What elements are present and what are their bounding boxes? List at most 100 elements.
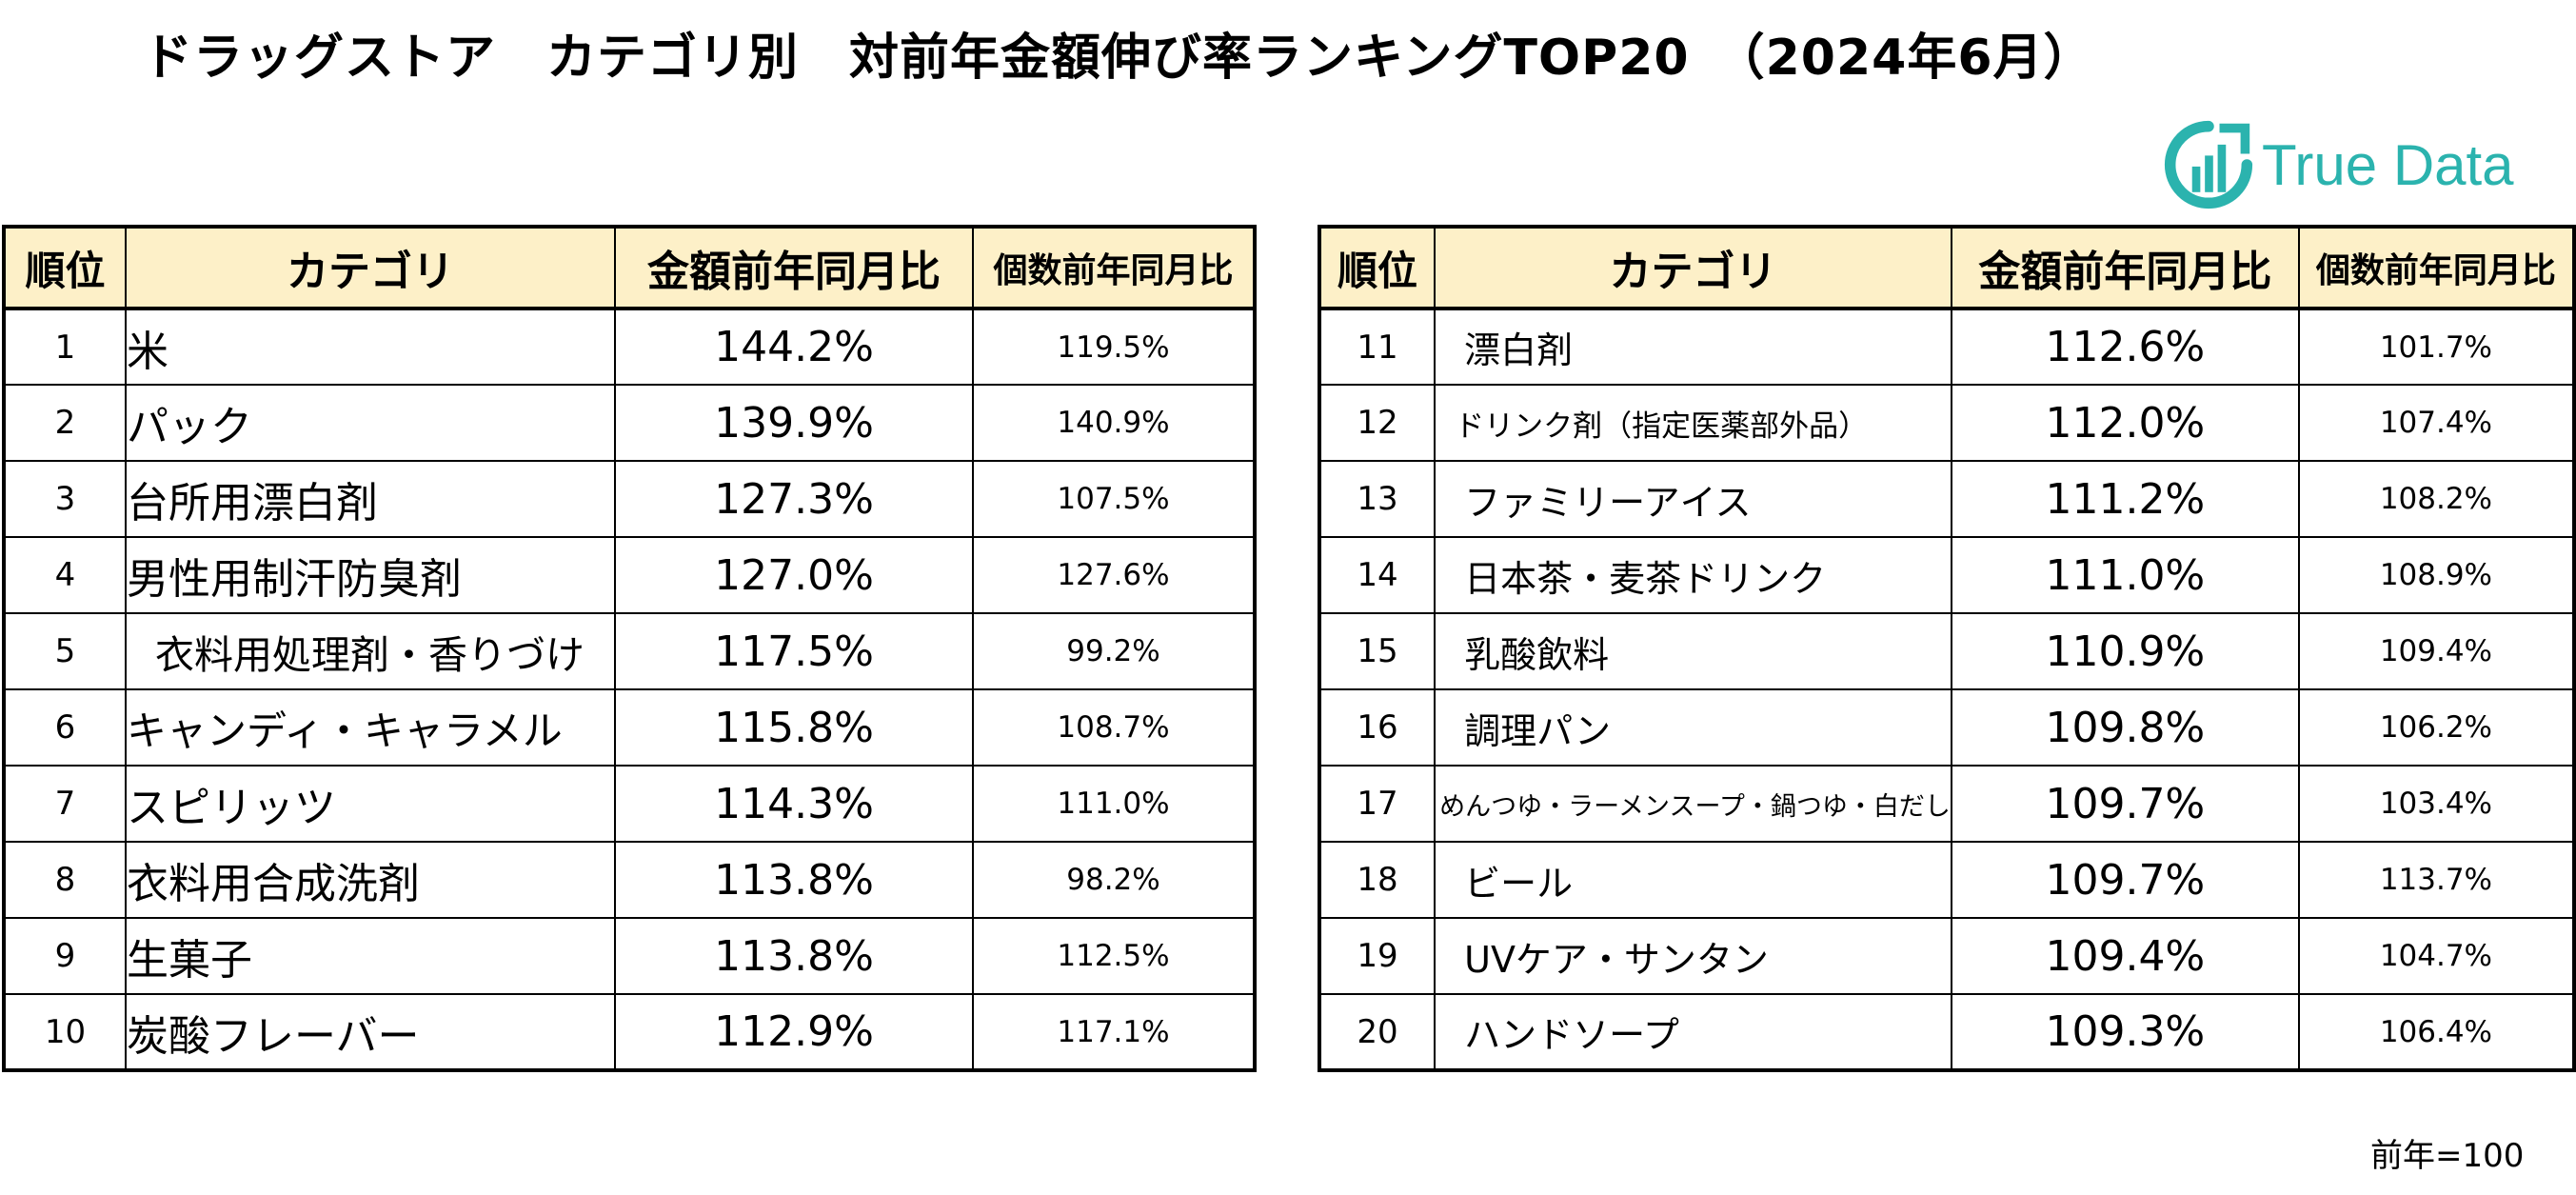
quantity-yoy-cell: 111.0%	[972, 765, 1256, 843]
quantity-yoy-cell: 98.2%	[972, 841, 1256, 919]
table-row: 6 キャンディ・キャラメル 115.8% 108.7%	[3, 688, 1256, 767]
category-cell: 米	[125, 308, 616, 386]
quantity-yoy-cell: 106.4%	[2297, 993, 2576, 1071]
header-category: カテゴリ	[125, 226, 616, 309]
header-amount-yoy: 金額前年同月比	[1950, 226, 2300, 309]
amount-yoy-cell: 113.8%	[614, 917, 974, 995]
rank-cell: 5	[3, 612, 127, 690]
amount-yoy-cell: 110.9%	[1950, 612, 2300, 690]
amount-yoy-cell: 112.6%	[1950, 308, 2300, 386]
header-rank: 順位	[3, 226, 127, 309]
amount-yoy-cell: 112.0%	[1950, 384, 2300, 462]
table-row: 11 漂白剤 112.6% 101.7%	[1318, 308, 2576, 386]
amount-yoy-cell: 109.4%	[1950, 917, 2300, 995]
rank-cell: 10	[3, 993, 127, 1071]
table-row: 13 ファミリーアイス 111.2% 108.2%	[1318, 460, 2576, 538]
quantity-yoy-cell: 108.2%	[2297, 460, 2576, 538]
table-row: 19 UVケア・サンタン 109.4% 104.7%	[1318, 917, 2576, 995]
header-quantity-yoy: 個数前年同月比	[972, 226, 1256, 309]
table-row: 17 めんつゆ・ラーメンスープ・鍋つゆ・白だし 109.7% 103.4%	[1318, 765, 2576, 843]
quantity-yoy-cell: 119.5%	[972, 308, 1256, 386]
header-quantity-yoy: 個数前年同月比	[2297, 226, 2576, 309]
table-row: 4 男性用制汗防臭剤 127.0% 127.6%	[3, 536, 1256, 614]
quantity-yoy-cell: 108.7%	[972, 688, 1256, 767]
table-row: 7 スピリッツ 114.3% 111.0%	[3, 765, 1256, 843]
table-row: 18 ビール 109.7% 113.7%	[1318, 841, 2576, 919]
rank-cell: 2	[3, 384, 127, 462]
quantity-yoy-cell: 101.7%	[2297, 308, 2576, 386]
amount-yoy-cell: 109.8%	[1950, 688, 2300, 767]
rank-cell: 13	[1318, 460, 1437, 538]
rank-cell: 12	[1318, 384, 1437, 462]
rank-cell: 15	[1318, 612, 1437, 690]
category-cell: 日本茶・麦茶ドリンク	[1434, 536, 1952, 614]
quantity-yoy-cell: 108.9%	[2297, 536, 2576, 614]
amount-yoy-cell: 111.0%	[1950, 536, 2300, 614]
amount-yoy-cell: 112.9%	[614, 993, 974, 1071]
footnote-base-year: 前年=100	[2370, 1137, 2525, 1175]
category-cell: ビール	[1434, 841, 1952, 919]
rank-cell: 18	[1318, 841, 1437, 919]
rank-cell: 6	[3, 688, 127, 767]
category-cell: ファミリーアイス	[1434, 460, 1952, 538]
rank-cell: 19	[1318, 917, 1437, 995]
amount-yoy-cell: 144.2%	[614, 308, 974, 386]
rank-cell: 4	[3, 536, 127, 614]
table-header-row: 順位 カテゴリ 金額前年同月比 個数前年同月比	[1318, 226, 2576, 309]
amount-yoy-cell: 115.8%	[614, 688, 974, 767]
table-header-row: 順位 カテゴリ 金額前年同月比 個数前年同月比	[3, 226, 1256, 309]
truedata-logo: True Data	[2163, 112, 2544, 217]
quantity-yoy-cell: 107.5%	[972, 460, 1256, 538]
amount-yoy-cell: 117.5%	[614, 612, 974, 690]
category-cell: めんつゆ・ラーメンスープ・鍋つゆ・白だし	[1434, 765, 1952, 843]
quantity-yoy-cell: 99.2%	[972, 612, 1256, 690]
amount-yoy-cell: 111.2%	[1950, 460, 2300, 538]
category-cell: 乳酸飲料	[1434, 612, 1952, 690]
quantity-yoy-cell: 140.9%	[972, 384, 1256, 462]
header-rank: 順位	[1318, 226, 1437, 309]
table-row: 10 炭酸フレーバー 112.9% 117.1%	[3, 993, 1256, 1071]
quantity-yoy-cell: 107.4%	[2297, 384, 2576, 462]
category-cell: 炭酸フレーバー	[125, 993, 616, 1071]
category-cell: 衣料用合成洗剤	[125, 841, 616, 919]
ranking-table-left: 順位 カテゴリ 金額前年同月比 個数前年同月比 1 米 144.2% 119.5…	[2, 225, 1257, 1072]
amount-yoy-cell: 113.8%	[614, 841, 974, 919]
amount-yoy-cell: 127.3%	[614, 460, 974, 538]
rank-cell: 16	[1318, 688, 1437, 767]
rank-cell: 9	[3, 917, 127, 995]
quantity-yoy-cell: 104.7%	[2297, 917, 2576, 995]
table-row: 15 乳酸飲料 110.9% 109.4%	[1318, 612, 2576, 690]
amount-yoy-cell: 114.3%	[614, 765, 974, 843]
quantity-yoy-cell: 117.1%	[972, 993, 1256, 1071]
category-cell: 台所用漂白剤	[125, 460, 616, 538]
table-row: 5 衣料用処理剤・香りづけ 117.5% 99.2%	[3, 612, 1256, 690]
category-cell: 生菓子	[125, 917, 616, 995]
category-cell: パック	[125, 384, 616, 462]
quantity-yoy-cell: 127.6%	[972, 536, 1256, 614]
rank-cell: 3	[3, 460, 127, 538]
table-row: 14 日本茶・麦茶ドリンク 111.0% 108.9%	[1318, 536, 2576, 614]
header-amount-yoy: 金額前年同月比	[614, 226, 974, 309]
category-cell: スピリッツ	[125, 765, 616, 843]
category-cell: 男性用制汗防臭剤	[125, 536, 616, 614]
category-cell: キャンディ・キャラメル	[125, 688, 616, 767]
page-title: ドラッグストア カテゴリ別 対前年金額伸び率ランキングTOP20 （2024年6…	[143, 30, 2094, 87]
category-cell: 漂白剤	[1434, 308, 1952, 386]
quantity-yoy-cell: 113.7%	[2297, 841, 2576, 919]
rank-cell: 8	[3, 841, 127, 919]
amount-yoy-cell: 139.9%	[614, 384, 974, 462]
table-row: 8 衣料用合成洗剤 113.8% 98.2%	[3, 841, 1256, 919]
category-cell: 衣料用処理剤・香りづけ	[125, 612, 616, 690]
header-category: カテゴリ	[1434, 226, 1952, 309]
rank-cell: 20	[1318, 993, 1437, 1071]
table-row: 20 ハンドソープ 109.3% 106.4%	[1318, 993, 2576, 1071]
table-row: 2 パック 139.9% 140.9%	[3, 384, 1256, 462]
ranking-table-right: 順位 カテゴリ 金額前年同月比 個数前年同月比 11 漂白剤 112.6% 10…	[1318, 225, 2576, 1072]
bar-chart-circle-icon	[2164, 120, 2253, 209]
rank-cell: 17	[1318, 765, 1437, 843]
amount-yoy-cell: 109.7%	[1950, 765, 2300, 843]
logo-text: True Data	[2262, 132, 2514, 197]
rank-cell: 14	[1318, 536, 1437, 614]
quantity-yoy-cell: 112.5%	[972, 917, 1256, 995]
table-row: 16 調理パン 109.8% 106.2%	[1318, 688, 2576, 767]
